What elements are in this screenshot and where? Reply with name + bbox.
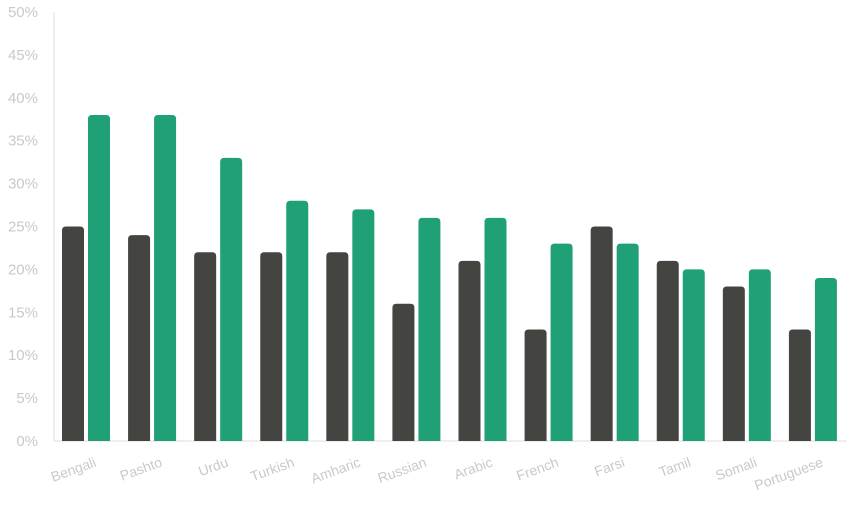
bar-farsi-series-1: [590, 226, 613, 441]
bar-somali-series-2: [748, 269, 771, 441]
bar-tamil-series-1: [656, 260, 679, 441]
bar-russian-series-2: [418, 217, 441, 441]
bar-pashto-series-2: [154, 114, 177, 442]
y-tick-label: 10%: [8, 347, 38, 364]
y-tick-label: 0%: [16, 433, 38, 450]
bar-urdu-series-1: [194, 252, 217, 441]
category-label: Turkish: [248, 454, 296, 485]
bar-urdu-series-2: [220, 157, 243, 442]
bar-bengali-series-1: [62, 226, 84, 441]
bar-amharic-series-2: [352, 209, 375, 441]
category-label: Portuguese: [752, 454, 825, 494]
category-label: Urdu: [196, 454, 230, 479]
y-tick-labels: 0% 5% 10% 15% 20% 25% 30% 35% 40% 45% 50%: [8, 4, 38, 450]
y-tick-label: 15%: [8, 304, 38, 321]
bar-arabic-series-2: [484, 217, 507, 441]
category-label: Pashto: [118, 454, 165, 484]
bar-portuguese-series-1: [788, 329, 811, 441]
bar-russian-series-1: [392, 303, 415, 441]
bar-amharic-series-1: [326, 252, 349, 441]
bar-farsi-series-2: [616, 243, 639, 441]
y-tick-label: 5%: [16, 390, 38, 407]
bar-turkish-series-2: [286, 200, 309, 441]
y-tick-label: 40%: [8, 90, 38, 107]
category-label: Arabic: [452, 454, 495, 483]
y-tick-label: 45%: [8, 47, 38, 64]
category-labels: Bengali Pashto Urdu Turkish Amharic Russian Ar…: [49, 454, 825, 494]
bar-arabic-series-1: [458, 260, 481, 441]
bar-french-series-1: [524, 329, 547, 441]
category-label: Russian: [375, 454, 428, 486]
category-label: Tamil: [657, 454, 693, 480]
bar-tamil-series-2: [682, 269, 705, 441]
bars: [62, 114, 837, 442]
y-tick-label: 50%: [8, 4, 38, 21]
y-tick-label: 25%: [8, 219, 38, 236]
y-tick-label: 20%: [8, 261, 38, 278]
category-label: Farsi: [592, 454, 627, 480]
y-tick-label: 35%: [8, 133, 38, 150]
category-label: Bengali: [49, 454, 98, 485]
bar-somali-series-1: [722, 286, 745, 441]
bar-pashto-series-1: [128, 235, 151, 441]
bar-turkish-series-1: [260, 252, 283, 441]
category-label: Amharic: [309, 454, 363, 487]
bar-bengali-series-2: [88, 114, 110, 442]
bar-portuguese-series-2: [814, 277, 837, 441]
bar-french-series-2: [550, 243, 573, 441]
y-tick-label: 30%: [8, 176, 38, 193]
category-label: French: [514, 454, 560, 484]
